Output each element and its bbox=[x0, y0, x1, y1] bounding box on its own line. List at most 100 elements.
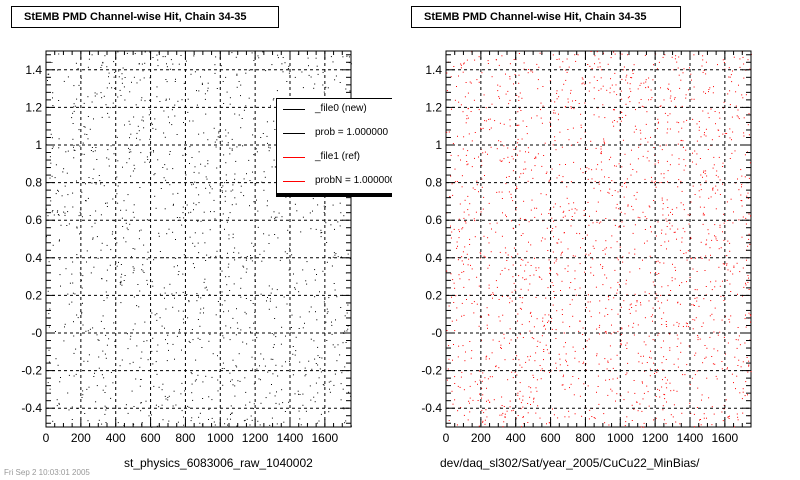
left-hit-marker bbox=[215, 56, 217, 58]
right-hit-marker bbox=[530, 265, 532, 266]
right-hit-marker bbox=[598, 116, 600, 118]
left-hit-marker bbox=[140, 402, 142, 404]
left-hit-marker bbox=[281, 326, 283, 328]
right-hit-marker bbox=[481, 380, 483, 382]
right-hit-marker bbox=[490, 146, 492, 148]
left-hit-marker bbox=[87, 330, 89, 332]
right-hit-marker bbox=[677, 338, 679, 340]
right-hit-marker bbox=[498, 191, 500, 193]
left-hit-marker bbox=[194, 71, 196, 73]
left-hit-marker bbox=[141, 119, 143, 121]
right-hit-marker bbox=[471, 268, 473, 270]
right-hit-marker bbox=[484, 256, 486, 258]
left-hit-marker bbox=[189, 120, 191, 122]
right-hit-marker bbox=[561, 384, 563, 386]
left-hit-marker bbox=[59, 274, 61, 276]
right-hit-marker bbox=[644, 229, 646, 230]
right-hit-marker bbox=[653, 284, 655, 286]
right-hit-marker bbox=[567, 364, 569, 366]
right-hit-marker bbox=[662, 369, 664, 371]
right-hit-marker bbox=[514, 371, 516, 373]
right-hit-marker bbox=[635, 198, 637, 200]
right-hit-marker bbox=[457, 155, 459, 157]
left-hit-marker bbox=[186, 294, 188, 295]
right-hit-marker bbox=[634, 293, 636, 295]
left-hit-marker bbox=[126, 144, 128, 146]
left-hit-marker bbox=[235, 160, 237, 162]
right-hit-marker bbox=[741, 94, 743, 96]
right-hit-marker bbox=[690, 258, 692, 260]
right-hit-marker bbox=[696, 123, 698, 125]
right-hit-marker bbox=[566, 71, 568, 73]
right-hit-marker bbox=[659, 106, 661, 107]
left-hit-marker bbox=[143, 77, 145, 79]
right-hit-marker bbox=[729, 90, 731, 92]
right-hit-marker bbox=[624, 153, 626, 155]
right-hit-marker bbox=[736, 347, 738, 349]
left-hit-marker bbox=[172, 405, 174, 407]
right-ytick-label-7: 1 bbox=[435, 138, 442, 152]
right-hit-marker bbox=[527, 72, 529, 74]
left-hit-marker bbox=[163, 110, 165, 112]
left-hit-marker bbox=[164, 208, 166, 210]
right-hit-marker bbox=[633, 195, 635, 197]
right-hit-marker bbox=[603, 140, 605, 142]
left-hit-marker bbox=[127, 348, 129, 350]
right-hit-marker bbox=[715, 280, 717, 282]
left-hit-marker bbox=[139, 366, 141, 368]
left-hit-marker bbox=[329, 391, 331, 393]
left-hit-marker bbox=[344, 330, 346, 332]
right-hit-marker bbox=[501, 235, 503, 237]
right-hit-marker bbox=[522, 233, 524, 235]
right-hit-marker bbox=[627, 205, 629, 207]
right-hit-marker bbox=[493, 293, 494, 295]
left-hit-marker bbox=[208, 396, 210, 398]
left-hit-marker bbox=[183, 424, 185, 426]
left-hit-marker bbox=[72, 138, 74, 140]
left-hit-marker bbox=[230, 418, 231, 420]
right-hit-marker bbox=[522, 120, 524, 122]
right-hit-marker bbox=[660, 245, 662, 246]
right-hit-marker bbox=[528, 151, 530, 153]
right-hit-marker bbox=[746, 357, 748, 358]
left-hit-marker bbox=[201, 347, 203, 348]
right-hit-marker bbox=[565, 106, 567, 108]
right-ytick-label-8: 1.2 bbox=[425, 100, 442, 114]
left-hit-marker bbox=[308, 65, 309, 67]
right-hit-marker bbox=[682, 146, 684, 148]
right-hit-marker bbox=[737, 419, 739, 421]
right-hit-marker bbox=[664, 54, 666, 56]
left-hit-marker bbox=[236, 366, 238, 368]
left-hit-marker bbox=[159, 317, 161, 319]
right-hit-marker bbox=[736, 115, 738, 117]
right-hit-marker bbox=[700, 189, 702, 191]
right-hit-marker bbox=[643, 426, 645, 428]
right-hit-marker bbox=[506, 176, 507, 178]
right-hit-marker bbox=[702, 322, 704, 324]
right-hit-marker bbox=[576, 232, 578, 234]
left-hit-marker bbox=[240, 95, 241, 97]
right-hit-marker bbox=[546, 171, 548, 173]
right-hit-marker bbox=[618, 225, 620, 227]
right-hit-marker bbox=[747, 124, 749, 126]
right-hit-marker bbox=[669, 347, 671, 349]
right-hit-marker bbox=[454, 168, 456, 170]
right-hit-marker bbox=[627, 391, 629, 393]
left-hit-marker bbox=[136, 305, 138, 307]
left-hit-marker bbox=[301, 71, 303, 73]
right-hit-marker bbox=[688, 326, 690, 328]
left-hit-marker bbox=[58, 190, 59, 192]
right-hit-marker bbox=[723, 336, 725, 338]
left-hit-marker bbox=[154, 118, 156, 120]
right-xtick-label-2: 400 bbox=[506, 431, 526, 445]
right-hit-marker bbox=[531, 117, 532, 119]
right-hit-marker bbox=[505, 93, 507, 95]
left-hit-marker bbox=[141, 269, 143, 271]
left-hit-marker bbox=[204, 278, 206, 280]
right-hit-marker bbox=[698, 129, 700, 131]
left-hit-marker bbox=[251, 260, 253, 262]
left-hit-marker bbox=[64, 326, 65, 328]
right-hit-marker bbox=[535, 296, 537, 298]
right-hit-marker bbox=[674, 231, 676, 233]
right-hit-marker bbox=[459, 278, 461, 280]
